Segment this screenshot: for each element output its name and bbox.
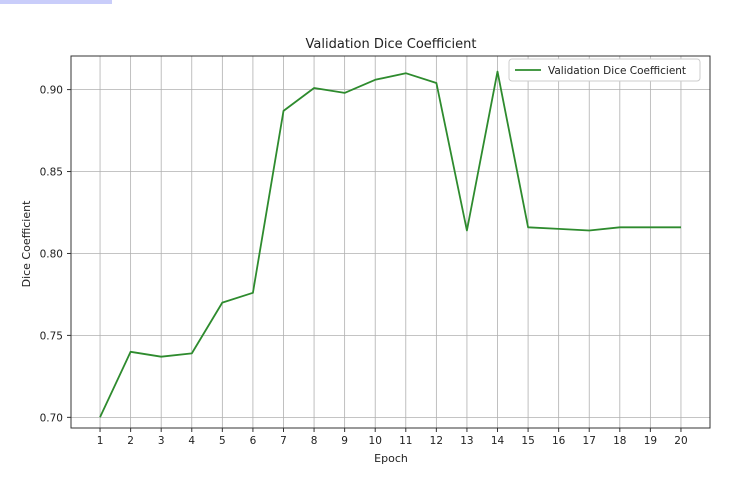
top-tab-strip (0, 0, 112, 4)
y-axis: 0.70 0.75 0.80 0.85 0.90 (40, 85, 71, 424)
x-tick-label: 19 (644, 435, 657, 447)
y-tick-label: 0.90 (40, 85, 63, 97)
x-tick-label: 9 (341, 435, 348, 447)
x-tick-label: 8 (311, 435, 318, 447)
x-tick-label: 7 (280, 435, 287, 447)
x-tick-label: 3 (158, 435, 165, 447)
series-layer (99, 70, 681, 418)
y-tick-label: 0.75 (40, 330, 63, 342)
legend-box (508, 58, 701, 82)
x-axis-label: Epoch (374, 452, 408, 465)
series-line (99, 70, 681, 418)
y-tick-label: 0.80 (40, 248, 63, 260)
x-tick-label: 20 (674, 435, 687, 447)
y-tick-label: 0.85 (40, 167, 63, 179)
x-tick-label: 12 (430, 435, 443, 447)
x-tick-label: 18 (613, 435, 626, 447)
x-axis: 1 2 3 4 5 6 7 8 9 10 11 12 13 14 15 16 17 18 19 20 (97, 428, 688, 447)
x-tick-label: 6 (250, 435, 257, 447)
x-tick-label: 11 (399, 435, 412, 447)
y-axis-label: Dice Coefficient (20, 200, 33, 287)
x-tick-label: 13 (460, 435, 473, 447)
x-tick-label: 5 (219, 435, 226, 447)
x-tick-label: 16 (552, 435, 566, 447)
x-tick-label: 15 (521, 435, 534, 447)
grid (71, 56, 710, 428)
x-tick-label: 1 (97, 435, 104, 447)
x-tick-label: 17 (583, 435, 596, 447)
legend: Validation Dice Coefficient (508, 58, 701, 82)
x-tick-label: 10 (369, 435, 382, 447)
x-tick-label: 2 (127, 435, 134, 447)
x-tick-label: 4 (188, 435, 195, 447)
x-tick-label: 14 (491, 435, 505, 447)
plot-area (70, 55, 711, 429)
legend-label: Validation Dice Coefficient (548, 65, 686, 77)
y-tick-label: 0.70 (40, 412, 63, 424)
chart-title: Validation Dice Coefficient (306, 37, 477, 52)
